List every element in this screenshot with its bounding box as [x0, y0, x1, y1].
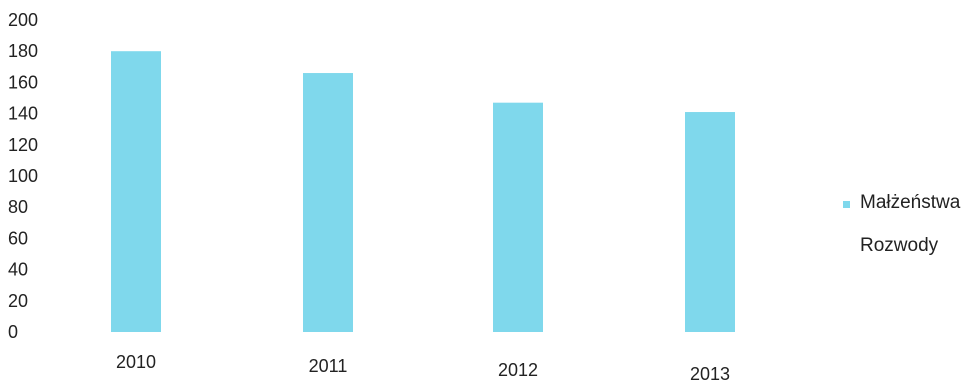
y-tick-label: 160	[8, 72, 38, 92]
legend-label-1: Małżeństwa	[860, 192, 961, 213]
legend-swatch-2	[843, 241, 850, 248]
bar-2013	[685, 112, 735, 332]
legend-swatch-1	[843, 201, 850, 208]
y-tick-label: 140	[8, 104, 38, 124]
y-axis: 0 20 40 60 80 100 120 140 160 180 200	[8, 10, 38, 342]
y-tick-label: 100	[8, 166, 38, 186]
bar-2011	[303, 73, 353, 332]
y-tick-label: 80	[8, 197, 28, 217]
bar-2010	[111, 51, 161, 332]
x-tick-label: 2013	[690, 364, 730, 383]
y-tick-label: 200	[8, 10, 38, 30]
bar-2012	[493, 102, 543, 333]
x-tick-label: 2012	[498, 360, 538, 380]
y-tick-label: 180	[8, 41, 38, 61]
y-tick-label: 0	[8, 322, 18, 342]
x-tick-label: 2011	[309, 356, 348, 376]
legend-label-2: Rozwody	[860, 235, 939, 256]
y-tick-label: 20	[8, 291, 28, 311]
x-axis: 2010 2011 2012 2013	[116, 352, 730, 383]
legend: Małżeństwa Rozwody	[843, 192, 961, 256]
bars	[111, 51, 735, 333]
y-tick-label: 120	[8, 135, 38, 155]
y-tick-label: 60	[8, 228, 28, 248]
x-tick-label: 2010	[116, 352, 156, 372]
y-tick-label: 40	[8, 260, 28, 280]
